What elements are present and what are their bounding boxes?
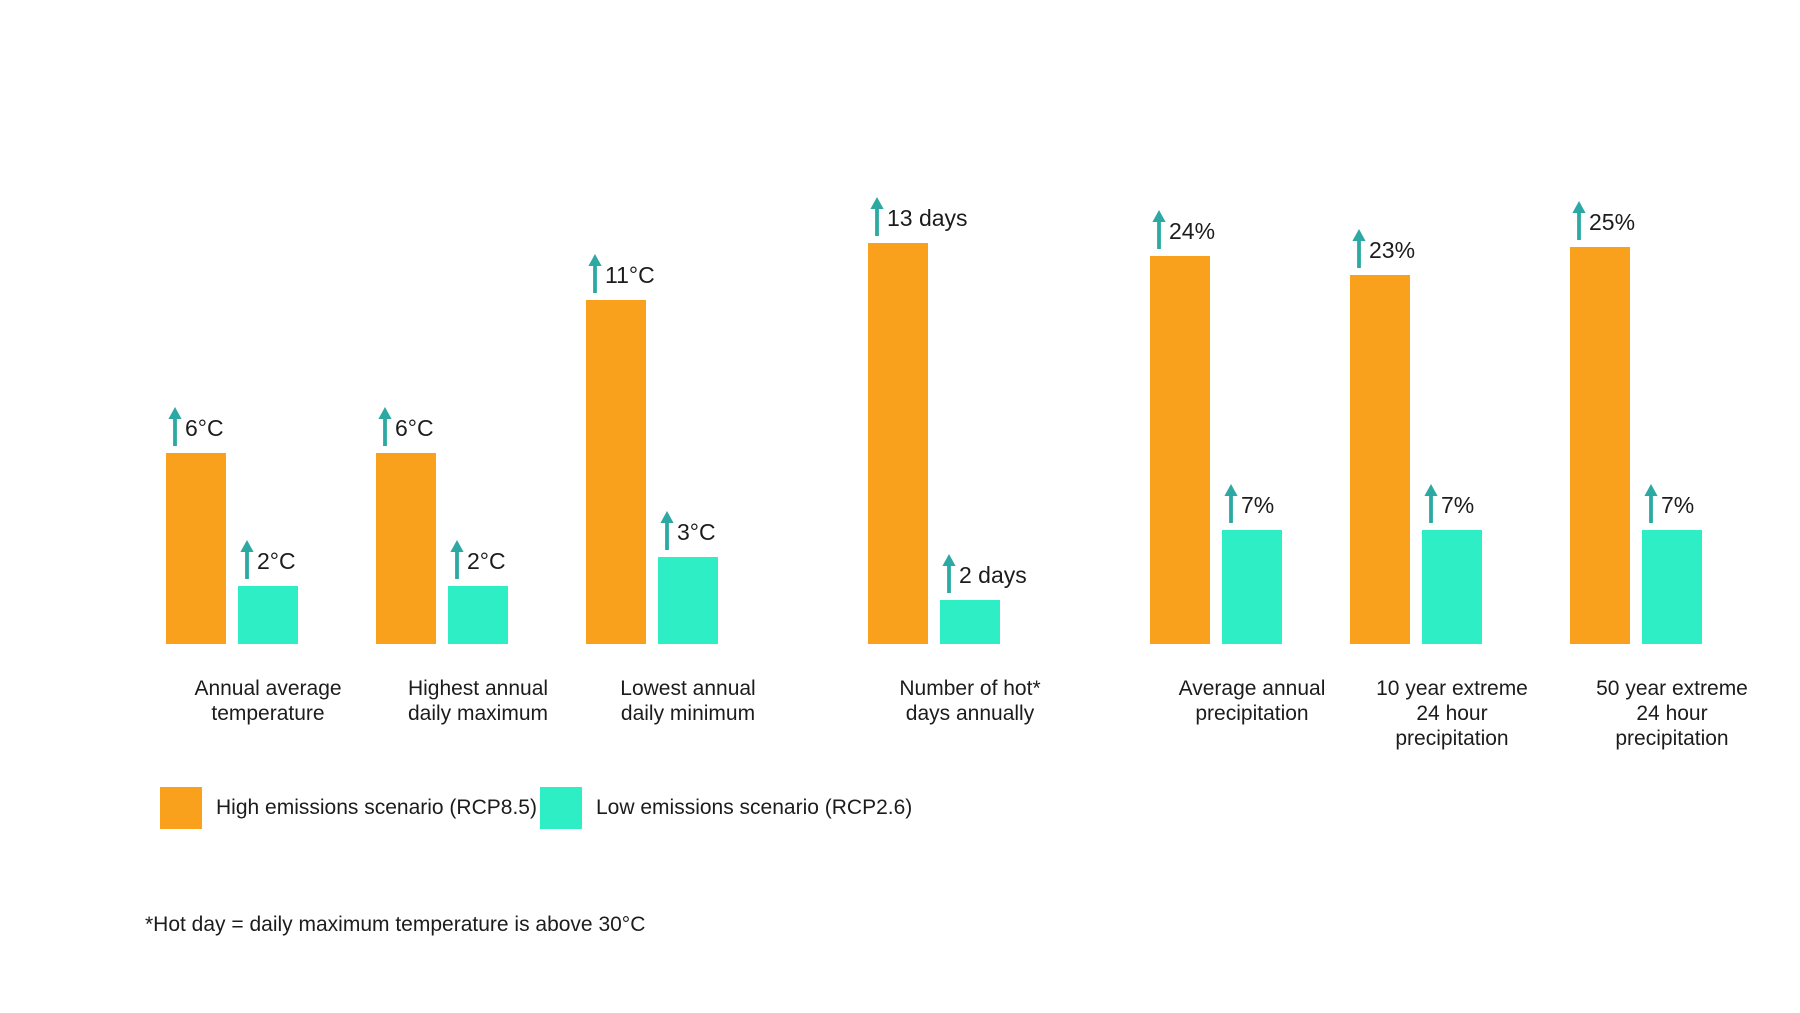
increase-arrow-icon	[942, 554, 956, 593]
value-label-low-emissions: 7%	[1441, 492, 1475, 518]
increase-arrow-icon	[450, 540, 464, 579]
value-label-high-emissions: 25%	[1589, 209, 1636, 235]
increase-arrow-icon	[588, 254, 602, 293]
value-label-low-emissions: 3°C	[677, 519, 716, 545]
bar-low-emissions	[448, 586, 508, 644]
value-label-high-emissions: 11°C	[605, 262, 655, 288]
increase-arrow-icon	[1352, 229, 1366, 268]
value-label-low-emissions: 2°C	[467, 548, 506, 574]
bar-low-emissions	[940, 600, 1000, 644]
bar-high-emissions	[586, 300, 646, 644]
category-label: Annual average temperature	[194, 677, 342, 725]
bar-low-emissions	[238, 586, 298, 644]
bar-high-emissions	[868, 243, 928, 644]
value-label-low-emissions: 2°C	[257, 548, 296, 574]
increase-arrow-icon	[378, 407, 392, 446]
value-label-high-emissions: 6°C	[185, 415, 224, 441]
bar-high-emissions	[1150, 256, 1210, 644]
increase-arrow-icon	[1644, 484, 1658, 523]
increase-arrow-icon	[870, 197, 884, 236]
value-label-high-emissions: 6°C	[395, 415, 434, 441]
value-label-high-emissions: 24%	[1169, 218, 1216, 244]
increase-arrow-icon	[660, 511, 674, 550]
legend-item-high-emissions: High emissions scenario (RCP8.5)	[160, 787, 537, 829]
category-label: Highest annual daily maximum	[407, 677, 549, 725]
bar-high-emissions	[166, 453, 226, 644]
value-label-high-emissions: 13 days	[887, 205, 968, 231]
footnote-hot-day-definition: *Hot day = daily maximum temperature is …	[145, 913, 646, 936]
bar-high-emissions	[376, 453, 436, 644]
category-label: 10 year extreme 24 hour precipitation	[1376, 677, 1528, 750]
value-label-high-emissions: 23%	[1369, 237, 1416, 263]
increase-arrow-icon	[240, 540, 254, 579]
bar-low-emissions	[1422, 530, 1482, 644]
value-label-low-emissions: 7%	[1661, 492, 1695, 518]
increase-arrow-icon	[1572, 201, 1586, 240]
bar-low-emissions	[658, 557, 718, 644]
increase-arrow-icon	[1224, 484, 1238, 523]
category-label: Average annual precipitation	[1178, 677, 1326, 725]
category-label: 50 year extreme 24 hour precipitation	[1596, 677, 1748, 750]
increase-arrow-icon	[1152, 210, 1166, 249]
legend-label-low-emissions: Low emissions scenario (RCP2.6)	[596, 796, 913, 819]
increase-arrow-icon	[168, 407, 182, 446]
bar-high-emissions	[1350, 275, 1410, 644]
category-label: Lowest annual daily minimum	[620, 677, 756, 725]
bar-low-emissions	[1222, 530, 1282, 644]
legend-item-low-emissions: Low emissions scenario (RCP2.6)	[540, 787, 912, 829]
bar-low-emissions	[1642, 530, 1702, 644]
bar-high-emissions	[1570, 247, 1630, 644]
legend-swatch-high-emissions	[160, 787, 202, 829]
category-label: Number of hot* days annually	[899, 677, 1041, 725]
increase-arrow-icon	[1424, 484, 1438, 523]
value-label-low-emissions: 2 days	[959, 562, 1027, 588]
legend-label-high-emissions: High emissions scenario (RCP8.5)	[216, 796, 537, 819]
value-label-low-emissions: 7%	[1241, 492, 1275, 518]
legend-swatch-low-emissions	[540, 787, 582, 829]
